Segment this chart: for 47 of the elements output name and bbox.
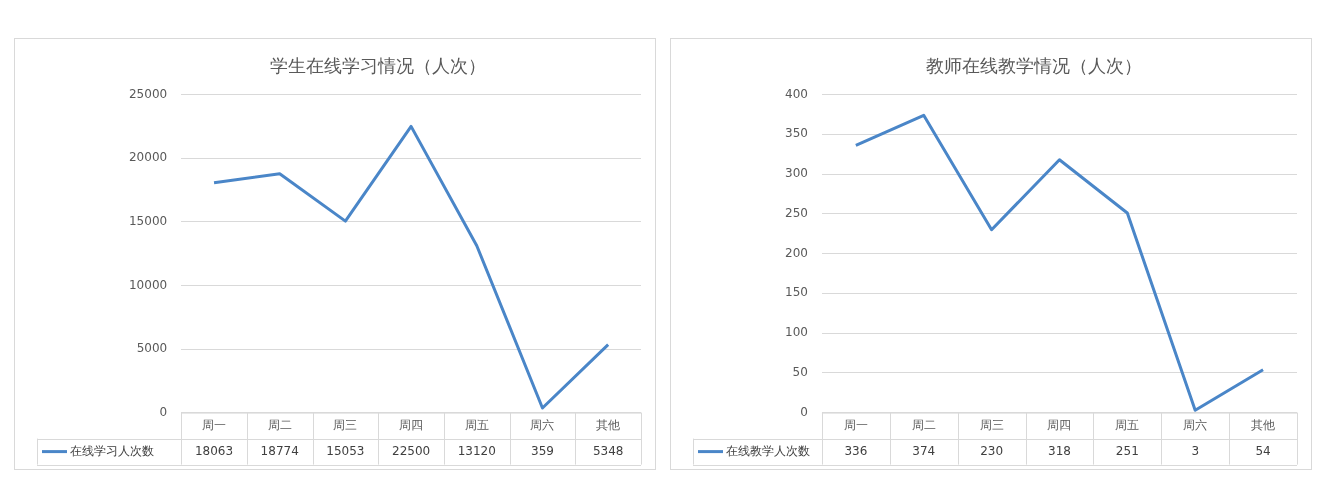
x-tick-label: 周一 (843, 417, 868, 432)
chart-title: 学生在线学习情况（人次） (270, 55, 486, 77)
y-tick-label: 250 (785, 205, 808, 220)
y-tick-label: 10000 (128, 277, 168, 292)
x-tick-label: 周三 (979, 417, 1004, 432)
x-tick-label: 周二 (911, 417, 936, 432)
y-tick-label: 15000 (128, 213, 168, 228)
x-tick-label: 周六 (530, 417, 555, 432)
x-tick-label: 周六 (1183, 417, 1208, 432)
data-label: 13120 (457, 443, 496, 458)
data-label: 18063 (194, 443, 234, 458)
data-label: 5348 (592, 443, 624, 458)
y-tick-label: 100 (785, 325, 808, 340)
chart-title: 教师在线教学情况（人次） (926, 55, 1142, 77)
x-tick-label: 周三 (333, 417, 358, 432)
y-tick-label: 5000 (136, 341, 168, 356)
x-tick-label: 周一 (202, 417, 227, 432)
y-tick-label: 25000 (128, 86, 168, 101)
data-label: 359 (531, 443, 554, 458)
data-label: 230 (980, 443, 1004, 458)
data-label: 374 (912, 443, 936, 458)
y-tick-label: 200 (785, 245, 808, 260)
y-tick-label: 0 (159, 404, 168, 419)
x-tick-label: 周二 (267, 417, 292, 432)
data-label: 18774 (260, 443, 299, 458)
legend-label: 在线学习人次数 (70, 443, 154, 458)
data-label: 336 (844, 443, 868, 458)
y-tick-label: 50 (792, 364, 808, 379)
data-label: 54 (1255, 443, 1271, 458)
y-tick-label: 150 (785, 285, 808, 300)
legend-label: 在线教学人次数 (726, 443, 810, 458)
y-tick-label: 350 (785, 126, 808, 141)
x-tick-label: 周五 (464, 417, 489, 432)
data-label: 3 (1191, 443, 1200, 458)
y-tick-label: 400 (785, 86, 808, 101)
x-tick-label: 其他 (1251, 417, 1276, 432)
data-label: 251 (1115, 443, 1139, 458)
data-label: 22500 (391, 443, 431, 458)
y-tick-label: 20000 (128, 150, 168, 165)
y-tick-label: 0 (800, 404, 808, 419)
x-tick-label: 周四 (1047, 417, 1072, 432)
data-label: 318 (1048, 443, 1071, 458)
data-label: 15053 (326, 443, 365, 458)
x-tick-label: 其他 (596, 417, 621, 432)
y-tick-label: 300 (785, 166, 808, 181)
x-tick-label: 周五 (1115, 417, 1140, 432)
x-tick-label: 周四 (399, 417, 424, 432)
